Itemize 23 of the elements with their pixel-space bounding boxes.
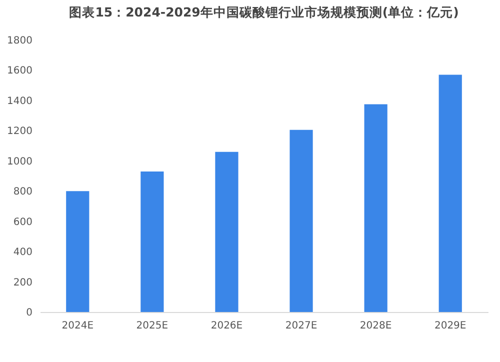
bar: [364, 104, 388, 312]
y-tick-label: 0: [26, 308, 32, 318]
y-tick-label: 800: [13, 186, 32, 198]
bar: [215, 152, 238, 312]
bar: [140, 171, 164, 312]
bar: [290, 130, 313, 312]
y-tick-label: 1600: [7, 66, 32, 77]
bar: [438, 74, 462, 312]
y-tick-label: 400: [13, 247, 32, 258]
x-tick-label: 2027E: [285, 320, 318, 332]
y-tick-label: 1400: [7, 96, 32, 107]
y-tick-label: 200: [13, 277, 32, 288]
x-tick-label: 2026E: [210, 320, 243, 332]
bar: [66, 191, 90, 312]
chart-title: 图表15：2024-2029年中国碳酸锂行业市场规模预测(单位：亿元): [69, 4, 459, 20]
y-tick-label: 1200: [7, 126, 32, 138]
x-tick-label: 2024E: [62, 320, 94, 332]
y-tick-label: 1800: [7, 36, 32, 46]
x-tick-label: 2028E: [360, 320, 392, 332]
x-tick-label: 2029E: [434, 320, 466, 332]
y-tick-label: 1000: [7, 156, 32, 168]
y-tick-label: 600: [13, 216, 32, 228]
x-tick-label: 2025E: [136, 320, 168, 332]
